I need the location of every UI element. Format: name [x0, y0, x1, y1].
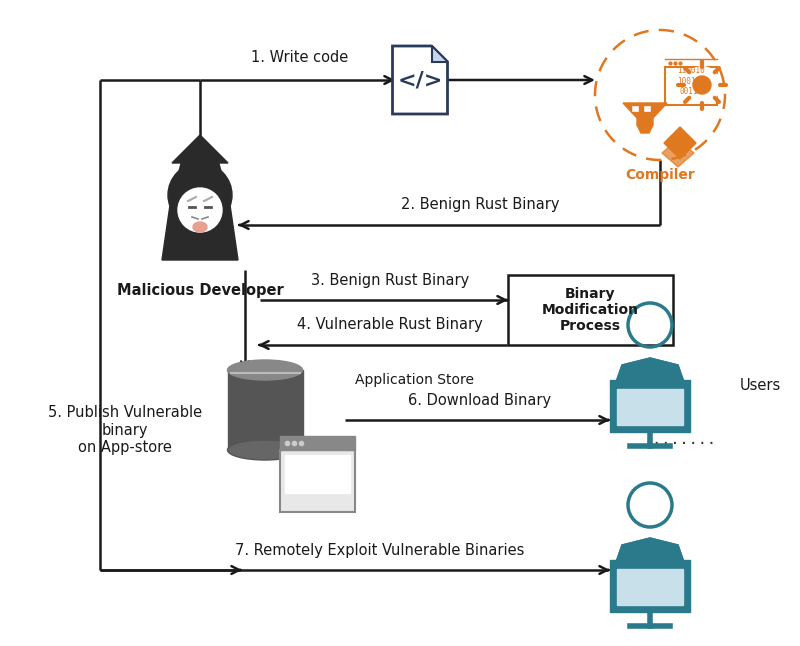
- Bar: [643, 105, 651, 112]
- Bar: [507, 275, 673, 345]
- Text: Compiler: Compiler: [625, 168, 695, 182]
- Bar: [610, 380, 690, 432]
- Text: 7. Remotely Exploit Vulnerable Binaries: 7. Remotely Exploit Vulnerable Binaries: [235, 543, 525, 557]
- Bar: [280, 436, 355, 450]
- Circle shape: [693, 76, 711, 94]
- Bar: [631, 105, 639, 112]
- Ellipse shape: [227, 440, 302, 460]
- Polygon shape: [172, 135, 228, 163]
- Ellipse shape: [193, 222, 207, 232]
- Polygon shape: [664, 127, 696, 159]
- Polygon shape: [662, 139, 694, 167]
- Polygon shape: [615, 358, 685, 385]
- Bar: [617, 389, 683, 425]
- Text: Users: Users: [740, 377, 782, 393]
- Polygon shape: [431, 46, 447, 62]
- Text: Application Store: Application Store: [355, 373, 474, 387]
- Bar: [610, 560, 690, 612]
- Text: </>: </>: [398, 70, 442, 90]
- Circle shape: [178, 188, 222, 232]
- Polygon shape: [393, 46, 447, 114]
- Ellipse shape: [227, 360, 302, 380]
- Bar: [280, 450, 355, 512]
- Text: 5. Publish Vulnerable
binary
on App-store: 5. Publish Vulnerable binary on App-stor…: [48, 405, 202, 455]
- Text: ........: ........: [643, 433, 717, 448]
- Text: 1. Write code: 1. Write code: [251, 50, 349, 65]
- Text: 2. Benign Rust Binary: 2. Benign Rust Binary: [401, 198, 559, 213]
- Text: Malicious Developer: Malicious Developer: [117, 282, 283, 298]
- Text: 6. Download Binary: 6. Download Binary: [409, 393, 551, 408]
- Text: 3. Benign Rust Binary: 3. Benign Rust Binary: [311, 273, 469, 287]
- Circle shape: [684, 67, 720, 103]
- Polygon shape: [623, 103, 667, 125]
- Text: Binary
Modification
Process: Binary Modification Process: [542, 287, 638, 333]
- Polygon shape: [615, 538, 685, 565]
- Circle shape: [168, 163, 232, 227]
- Bar: [285, 455, 350, 493]
- Bar: [617, 569, 683, 605]
- FancyBboxPatch shape: [665, 67, 718, 105]
- Text: 110010
100110
00111: 110010 100110 00111: [677, 66, 705, 96]
- Polygon shape: [162, 150, 238, 260]
- Text: 4. Vulnerable Rust Binary: 4. Vulnerable Rust Binary: [297, 317, 483, 333]
- Bar: [227, 370, 302, 450]
- Polygon shape: [637, 125, 653, 133]
